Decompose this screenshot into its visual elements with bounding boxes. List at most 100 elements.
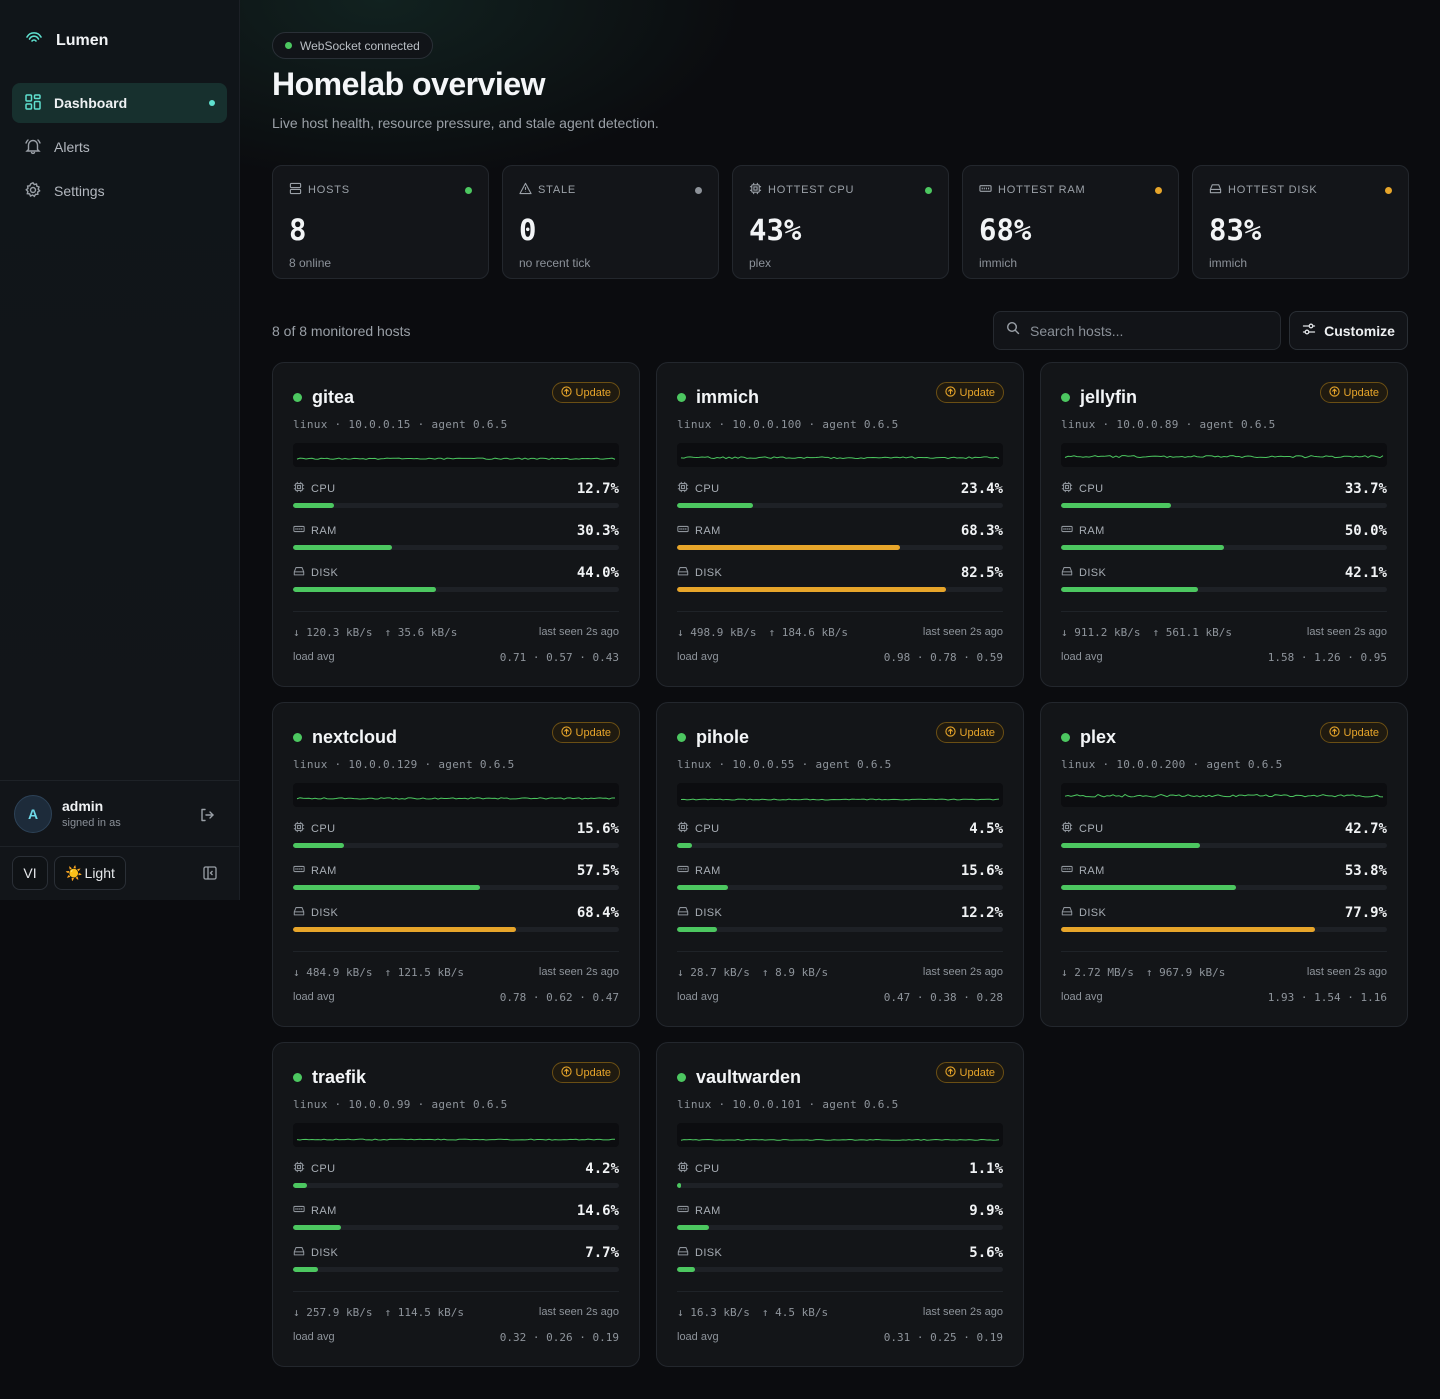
language-button[interactable]: VI bbox=[12, 856, 48, 890]
host-meta: linux · 10.0.0.129 · agent 0.6.5 bbox=[293, 758, 515, 771]
avatar[interactable]: A bbox=[14, 794, 52, 833]
update-arrow-icon bbox=[944, 385, 956, 400]
divider bbox=[1061, 611, 1387, 612]
disk-icon bbox=[1061, 905, 1073, 920]
update-button[interactable]: Update bbox=[935, 1062, 1004, 1083]
stat-value: 0 bbox=[519, 213, 537, 247]
host-card-nextcloud[interactable]: nextcloud Update linux · 10.0.0.129 · ag… bbox=[272, 702, 640, 1027]
progress-track bbox=[293, 503, 619, 508]
progress-track bbox=[677, 587, 1003, 592]
customize-button[interactable]: Customize bbox=[1289, 311, 1408, 350]
cpu-icon bbox=[677, 481, 689, 496]
metric-ram: RAM 50.0% bbox=[1061, 523, 1387, 563]
stat-subtext: 8 online bbox=[289, 256, 332, 270]
sidebar-footer: A admin signed in as VI ☀️ Light bbox=[0, 780, 239, 899]
divider bbox=[293, 1291, 619, 1292]
progress-track bbox=[293, 1267, 619, 1272]
host-card-immich[interactable]: immich Update linux · 10.0.0.100 · agent… bbox=[656, 362, 1024, 687]
host-status-dot bbox=[677, 1073, 686, 1082]
cpu-icon bbox=[293, 1161, 305, 1176]
upload-rate: ↑ 184.6 kB/s bbox=[768, 626, 848, 639]
load-avg-label: load avg bbox=[677, 1331, 719, 1343]
sparkline-svg bbox=[296, 797, 616, 800]
update-button[interactable]: Update bbox=[551, 722, 620, 743]
metric-label: CPU bbox=[311, 482, 336, 495]
progress-fill bbox=[1061, 927, 1315, 932]
host-status-dot bbox=[293, 393, 302, 402]
metric-value: 15.6% bbox=[960, 863, 1003, 879]
host-card-vaultwarden[interactable]: vaultwarden Update linux · 10.0.0.101 · … bbox=[656, 1042, 1024, 1367]
host-card-gitea[interactable]: gitea Update linux · 10.0.0.15 · agent 0… bbox=[272, 362, 640, 687]
progress-track bbox=[677, 503, 1003, 508]
cpu-icon bbox=[293, 821, 305, 836]
metric-value: 12.7% bbox=[576, 481, 619, 497]
metric-cpu: CPU 23.4% bbox=[677, 481, 1003, 521]
metric-value: 5.6% bbox=[969, 1245, 1003, 1261]
stat-value: 68% bbox=[979, 213, 1032, 247]
search-input[interactable] bbox=[1030, 322, 1260, 339]
update-label: Update bbox=[1343, 726, 1379, 739]
update-arrow-icon bbox=[560, 725, 572, 740]
update-button[interactable]: Update bbox=[551, 382, 620, 403]
progress-fill bbox=[1061, 885, 1237, 890]
host-name: gitea bbox=[312, 387, 355, 407]
load-avg-values: 0.78 · 0.62 · 0.47 bbox=[499, 991, 619, 1004]
update-label: Update bbox=[575, 386, 611, 399]
last-seen: last seen 2s ago bbox=[1306, 626, 1387, 638]
host-card-plex[interactable]: plex Update linux · 10.0.0.200 · agent 0… bbox=[1040, 702, 1408, 1027]
host-name: plex bbox=[1080, 727, 1117, 747]
stat-value: 83% bbox=[1209, 213, 1262, 247]
progress-track bbox=[1061, 843, 1387, 848]
sidebar-item-alerts[interactable]: Alerts bbox=[12, 127, 227, 167]
progress-fill bbox=[677, 927, 717, 932]
stat-status-dot bbox=[1385, 187, 1392, 194]
brand[interactable]: Lumen bbox=[24, 28, 108, 53]
stat-value: 8 bbox=[289, 213, 307, 247]
update-button[interactable]: Update bbox=[935, 722, 1004, 743]
host-card-traefik[interactable]: traefik Update linux · 10.0.0.99 · agent… bbox=[272, 1042, 640, 1367]
metric-label: RAM bbox=[311, 864, 337, 877]
memory-icon bbox=[1061, 863, 1073, 878]
activity-sparkline bbox=[293, 783, 619, 807]
metric-value: 50.0% bbox=[1344, 523, 1387, 539]
host-card-jellyfin[interactable]: jellyfin Update linux · 10.0.0.89 · agen… bbox=[1040, 362, 1408, 687]
memory-icon bbox=[979, 182, 992, 198]
update-button[interactable]: Update bbox=[551, 1062, 620, 1083]
host-name: pihole bbox=[696, 727, 749, 747]
disk-icon bbox=[677, 905, 689, 920]
update-button[interactable]: Update bbox=[935, 382, 1004, 403]
upload-rate: ↑ 967.9 kB/s bbox=[1145, 966, 1226, 979]
download-rate: ↓ 257.9 kB/s bbox=[293, 1306, 373, 1319]
divider bbox=[293, 611, 619, 612]
collapse-sidebar-icon[interactable] bbox=[202, 865, 218, 886]
sparkline-svg bbox=[1064, 455, 1384, 459]
host-name: nextcloud bbox=[312, 727, 398, 747]
search-box[interactable] bbox=[993, 311, 1281, 350]
theme-toggle-button[interactable]: ☀️ Light bbox=[54, 856, 126, 890]
update-label: Update bbox=[959, 726, 995, 739]
disk-icon bbox=[293, 1245, 305, 1260]
progress-track bbox=[677, 1183, 1003, 1188]
update-label: Update bbox=[959, 1066, 995, 1079]
memory-icon bbox=[293, 863, 305, 878]
memory-icon bbox=[677, 863, 689, 878]
active-indicator bbox=[209, 100, 215, 106]
host-status-dot bbox=[677, 733, 686, 742]
divider bbox=[1061, 951, 1387, 952]
sidebar-item-dashboard[interactable]: Dashboard bbox=[12, 83, 227, 123]
host-card-pihole[interactable]: pihole Update linux · 10.0.0.55 · agent … bbox=[656, 702, 1024, 1027]
metric-cpu: CPU 42.7% bbox=[1061, 821, 1387, 861]
update-label: Update bbox=[1343, 386, 1379, 399]
update-arrow-icon bbox=[944, 1065, 956, 1080]
sidebar-item-settings[interactable]: Settings bbox=[12, 171, 227, 211]
activity-sparkline bbox=[1061, 443, 1387, 467]
stat-card-hosts: HOSTS 8 8 online bbox=[272, 165, 489, 279]
websocket-status-badge: WebSocket connected bbox=[272, 32, 433, 59]
stat-subtext: plex bbox=[749, 256, 772, 270]
upload-rate: ↑ 561.1 kB/s bbox=[1152, 626, 1232, 639]
update-button[interactable]: Update bbox=[1319, 722, 1388, 743]
logout-icon[interactable] bbox=[199, 807, 215, 828]
update-button[interactable]: Update bbox=[1319, 382, 1388, 403]
metric-value: 44.0% bbox=[576, 565, 619, 581]
metric-cpu: CPU 15.6% bbox=[293, 821, 619, 861]
